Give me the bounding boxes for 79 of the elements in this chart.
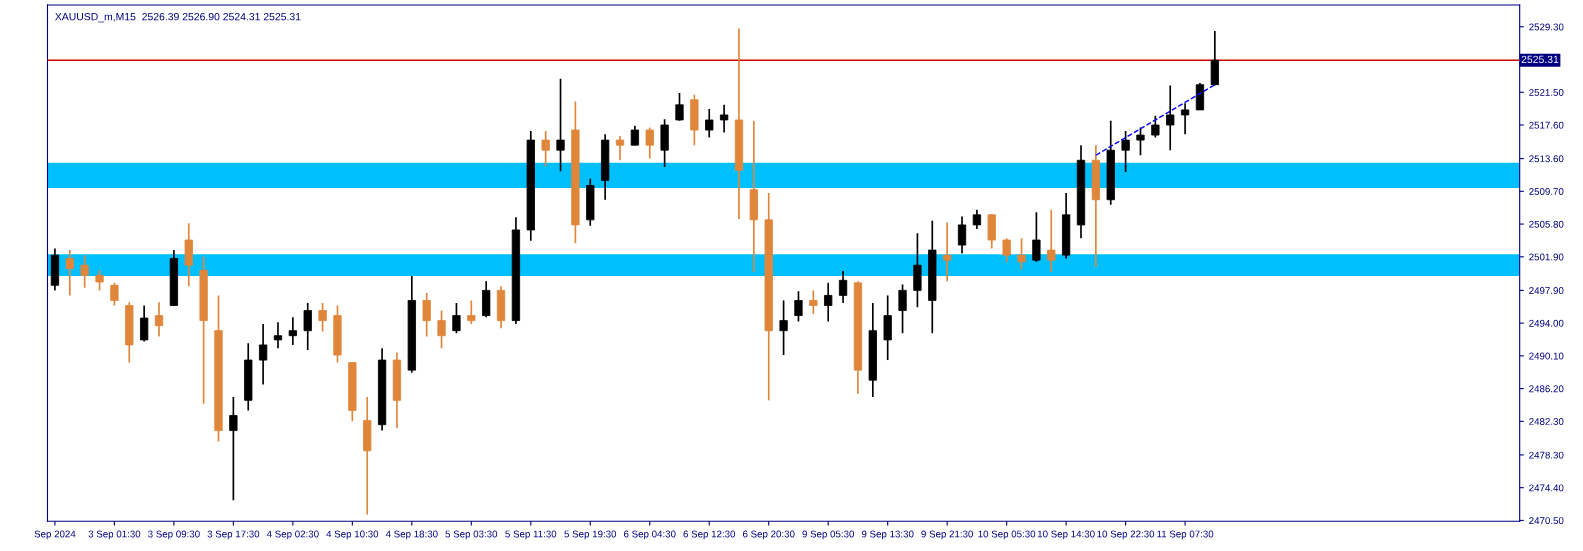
ref-line-label: 2525.31 <box>1521 55 1559 64</box>
candlestick <box>943 221 952 282</box>
y-tick-label: 2505.80 <box>1529 220 1564 228</box>
x-tick-label: 9 Sep 05:30 <box>802 530 855 540</box>
candlestick <box>824 281 833 323</box>
candlestick <box>630 125 640 146</box>
x-tick-label: 5 Sep 19:30 <box>564 530 617 540</box>
candlestick <box>719 104 729 134</box>
candlestick <box>779 299 788 356</box>
candlestick <box>794 290 803 323</box>
x-tick-label: 3 Sep 09:30 <box>148 530 200 540</box>
y-tick-label: 2470.50 <box>1529 517 1564 525</box>
x-tick-label: 10 Sep 14:30 <box>1037 530 1095 540</box>
x-tick-label: 6 Sep 20:30 <box>742 530 795 540</box>
candlestick <box>1151 114 1160 139</box>
candlestick <box>1002 237 1011 263</box>
y-tick-label: 2521.50 <box>1529 89 1564 96</box>
x-tick-label: 11 Sep 07:30 <box>1157 530 1214 540</box>
candlestick <box>303 302 312 351</box>
x-tick-label: 3 Sep 17:30 <box>207 530 260 540</box>
x-tick-label: 4 Sep 10:30 <box>326 530 379 540</box>
candlestick <box>80 254 89 289</box>
candlestick <box>95 269 104 292</box>
candlestick <box>452 302 461 335</box>
x-tick-label: 5 Sep 03:30 <box>445 530 498 540</box>
candlestick <box>705 108 714 139</box>
y-tick-label: 2474.40 <box>1529 484 1564 492</box>
y-tick-label: 2529.30 <box>1529 23 1564 31</box>
candlestick <box>957 215 967 255</box>
x-tick-label: 9 Sep 21:30 <box>921 530 973 540</box>
candlestick <box>229 396 238 502</box>
candlestick <box>422 292 431 338</box>
candlestick <box>65 249 74 297</box>
y-tick-label: 2490.10 <box>1529 352 1564 360</box>
x-tick-label: 10 Sep 22:30 <box>1097 530 1155 540</box>
candlestick <box>258 323 268 386</box>
y-tick-label: 2509.70 <box>1529 188 1564 195</box>
candlestick <box>541 130 550 167</box>
y-tick-label: 2482.30 <box>1529 418 1564 425</box>
x-tick-label: 9 Sep 13:30 <box>861 530 914 540</box>
text: XAUUSD_m,M15 2526.39 2526.90 2524.31 2525.31 <box>55 12 301 23</box>
candlestick <box>273 321 283 350</box>
candlestick <box>556 77 565 173</box>
candlestick <box>838 270 848 304</box>
y-tick-label: 2501.90 <box>1529 253 1564 261</box>
candlestick <box>467 299 476 325</box>
candlestick <box>1166 84 1175 152</box>
x-tick-label: Sep 2024 <box>34 530 76 540</box>
candlestick <box>615 135 625 162</box>
candlestick <box>1121 130 1130 173</box>
candlestick <box>1047 208 1056 273</box>
x-tick-label: 6 Sep 04:30 <box>624 530 676 540</box>
y-tick-label: 2513.60 <box>1529 155 1564 163</box>
candlestick <box>1032 211 1041 263</box>
candlestick <box>1180 102 1190 136</box>
x-tick-label: 3 Sep 01:30 <box>88 530 141 540</box>
x-tick-label: 4 Sep 02:30 <box>266 530 319 540</box>
y-tick-label: 2517.60 <box>1529 121 1564 129</box>
y-tick-label: 2494.00 <box>1529 319 1564 327</box>
candlestick <box>154 301 164 338</box>
candlestick <box>1136 126 1145 157</box>
candlestick <box>972 208 982 230</box>
candlestick <box>898 283 907 335</box>
candlestick <box>809 289 818 315</box>
x-tick-label: 5 Sep 11:30 <box>505 530 557 540</box>
x-tick-label: 6 Sep 12:30 <box>683 530 736 540</box>
candlestick <box>140 304 149 343</box>
candlestick <box>437 309 446 350</box>
candlestick <box>318 302 327 333</box>
x-tick-label: 4 Sep 18:30 <box>385 530 438 540</box>
y-tick-label: 2497.90 <box>1529 287 1564 294</box>
candlestick <box>645 126 654 160</box>
y-tick-label: 2478.30 <box>1529 451 1564 459</box>
candlestick <box>110 281 119 307</box>
candlestick <box>1017 237 1026 271</box>
x-tick-label: 10 Sep 05:30 <box>978 530 1036 540</box>
candlestick <box>288 316 297 346</box>
candlestick <box>675 92 684 122</box>
y-tick-label: 2486.20 <box>1529 385 1564 393</box>
